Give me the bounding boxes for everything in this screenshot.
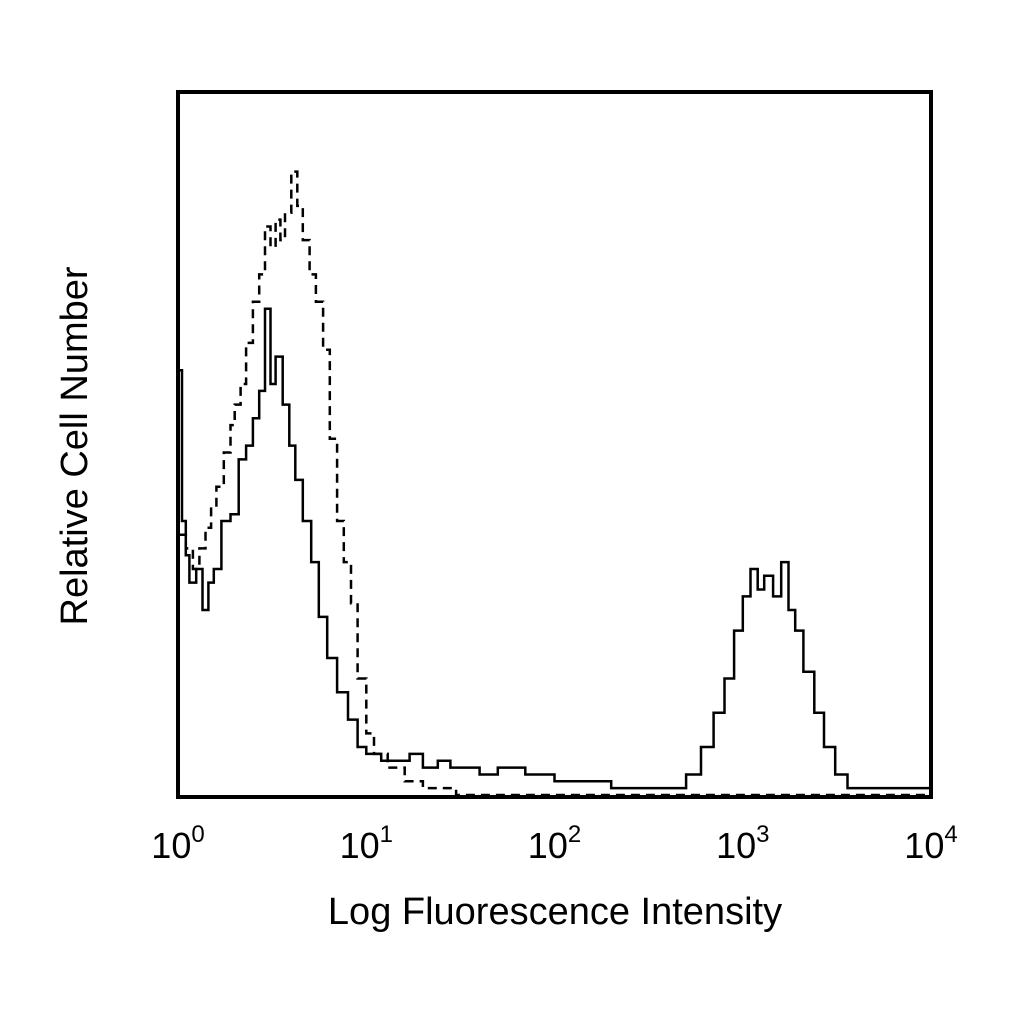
x-tick-base: 10: [340, 825, 380, 866]
x-tick-label: 103: [716, 821, 769, 866]
x-tick-base: 10: [716, 825, 756, 866]
x-tick-exponent: 1: [380, 821, 393, 848]
y-axis-title: Relative Cell Number: [54, 266, 96, 625]
x-tick-label: 102: [528, 821, 581, 866]
histogram-series-solid: [178, 307, 931, 790]
x-tick-exponent: 2: [568, 821, 581, 848]
x-axis-title: Log Fluorescence Intensity: [328, 891, 782, 933]
histogram-series-dashed: [178, 170, 931, 797]
x-tick-label: 100: [151, 821, 204, 866]
x-tick-base: 10: [151, 825, 191, 866]
series-layer: [178, 170, 931, 797]
x-tick-base: 10: [904, 825, 944, 866]
x-tick-exponent: 4: [944, 821, 957, 848]
x-tick-labels: 100 101 102 103 104: [151, 821, 957, 866]
x-tick-exponent: 3: [756, 821, 769, 848]
x-tick-base: 10: [528, 825, 568, 866]
x-tick-label: 101: [340, 821, 393, 866]
x-tick-exponent: 0: [191, 821, 204, 848]
x-tick-label: 104: [904, 821, 957, 866]
plot-frame: [176, 90, 933, 799]
